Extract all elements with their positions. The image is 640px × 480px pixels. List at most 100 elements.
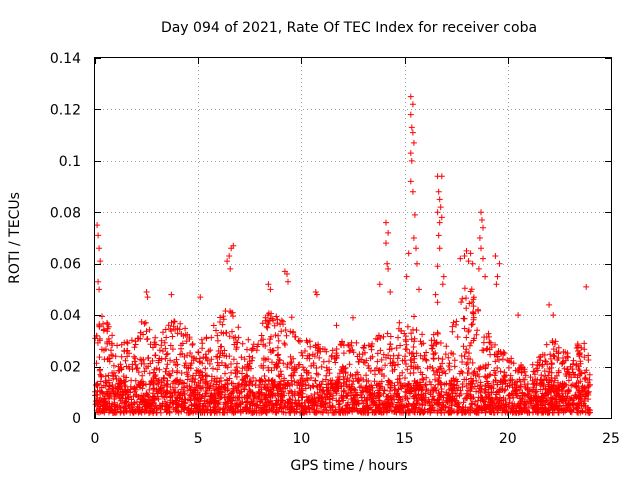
data-point	[411, 385, 418, 392]
data-point	[342, 370, 349, 377]
data-point	[402, 393, 408, 400]
data-point	[463, 334, 470, 341]
data-point	[94, 339, 101, 346]
data-point	[564, 366, 570, 373]
data-point	[581, 398, 588, 404]
data-point	[492, 253, 499, 259]
data-point	[122, 383, 129, 390]
data-point	[109, 409, 116, 416]
data-point	[156, 355, 163, 362]
data-point	[480, 224, 486, 231]
data-point	[346, 361, 353, 368]
data-point	[110, 375, 117, 382]
data-point	[130, 409, 137, 416]
data-point	[574, 405, 581, 412]
data-point	[96, 388, 103, 394]
data-point	[124, 339, 130, 346]
data-point	[131, 384, 138, 391]
data-point	[491, 372, 498, 379]
data-point	[476, 385, 483, 392]
data-point	[364, 388, 371, 395]
data-point	[562, 349, 569, 356]
data-point	[380, 406, 387, 412]
data-point	[323, 372, 330, 379]
data-point	[378, 366, 385, 373]
data-point	[298, 400, 305, 407]
data-point	[475, 405, 482, 412]
data-point	[124, 353, 131, 360]
data-point	[536, 354, 543, 361]
data-series-roti	[92, 93, 594, 416]
data-point	[175, 402, 182, 408]
data-point	[193, 367, 200, 374]
data-point	[95, 232, 102, 239]
y-tick-label: 0.14	[50, 51, 81, 67]
data-point	[246, 353, 253, 360]
data-point	[256, 398, 263, 405]
data-point	[204, 357, 211, 364]
data-point	[396, 405, 403, 412]
data-point	[224, 377, 231, 384]
data-point	[161, 339, 168, 346]
data-point	[326, 370, 333, 377]
data-point	[160, 329, 166, 336]
data-point	[368, 343, 375, 350]
data-point	[407, 370, 414, 377]
data-point	[536, 397, 543, 404]
data-point	[230, 313, 236, 320]
data-point	[228, 369, 235, 376]
data-point	[299, 378, 306, 385]
data-point	[429, 386, 436, 393]
data-point	[230, 388, 236, 395]
data-point	[174, 330, 181, 337]
data-point	[404, 403, 411, 410]
axis-ticks	[95, 58, 612, 419]
data-point	[463, 394, 470, 401]
data-point	[315, 371, 322, 378]
data-point	[235, 324, 242, 331]
data-point	[555, 367, 562, 374]
data-point	[333, 322, 340, 329]
data-point	[408, 363, 415, 370]
data-point	[172, 389, 179, 396]
data-point	[138, 392, 145, 399]
data-point	[565, 400, 572, 407]
data-point	[422, 356, 429, 363]
data-point	[396, 372, 403, 379]
data-point	[426, 378, 433, 385]
data-point	[387, 394, 394, 401]
data-point	[374, 358, 381, 365]
data-point	[124, 347, 131, 354]
data-point	[482, 382, 489, 389]
data-point	[202, 354, 209, 361]
data-point	[497, 368, 504, 375]
data-point	[489, 397, 496, 404]
data-point	[477, 397, 484, 404]
data-point	[96, 245, 103, 252]
data-point	[387, 289, 394, 295]
data-point	[368, 382, 375, 389]
data-point	[467, 356, 474, 363]
data-point	[225, 386, 231, 392]
data-point	[403, 346, 410, 353]
data-point	[428, 342, 435, 349]
data-point	[429, 345, 436, 352]
data-point	[332, 359, 339, 366]
data-point	[169, 346, 176, 353]
data-point	[260, 336, 267, 343]
data-point	[163, 365, 170, 372]
data-point	[451, 363, 458, 370]
data-point	[169, 398, 176, 405]
data-point	[152, 352, 159, 359]
data-point	[418, 341, 425, 348]
data-point	[460, 399, 467, 406]
data-point	[527, 394, 533, 401]
data-point	[576, 350, 583, 357]
data-point	[497, 405, 504, 412]
data-point	[371, 399, 378, 406]
data-point	[226, 333, 233, 340]
data-point	[277, 357, 283, 364]
data-point	[587, 382, 593, 388]
data-point	[362, 398, 369, 405]
data-point	[320, 358, 327, 365]
